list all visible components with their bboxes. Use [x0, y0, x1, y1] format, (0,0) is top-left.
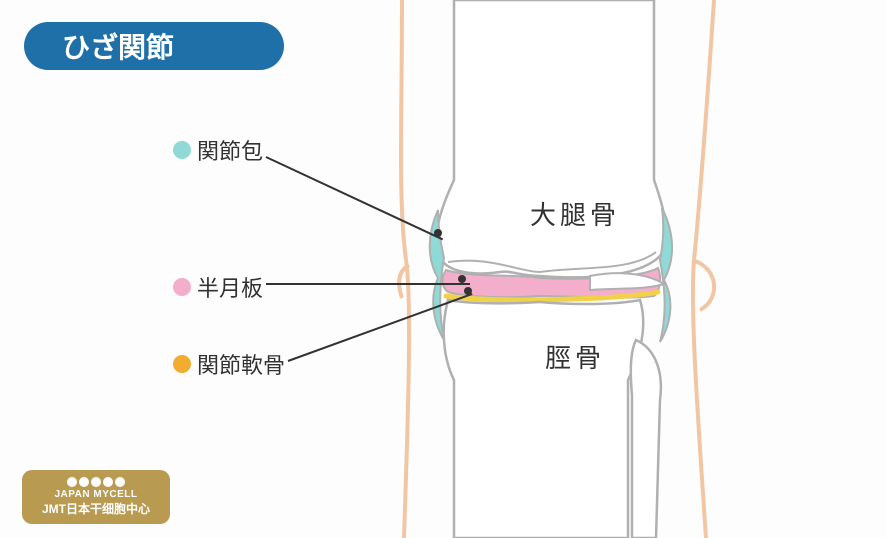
brand-logo: JAPAN MYCELL JMT日本干细胞中心: [22, 470, 170, 524]
leader-dot: [464, 287, 472, 295]
knee-diagram: [0, 0, 886, 538]
leader-dot: [434, 229, 442, 237]
femur-label: 大腿骨: [530, 195, 620, 232]
leader-line: [266, 283, 470, 285]
tibia-label: 脛骨: [545, 338, 605, 375]
leader-dot: [458, 275, 466, 283]
logo-dots-icon: [67, 477, 125, 487]
logo-text-cn: JMT日本干细胞中心: [42, 500, 150, 517]
logo-text-en: JAPAN MYCELL: [54, 489, 137, 500]
